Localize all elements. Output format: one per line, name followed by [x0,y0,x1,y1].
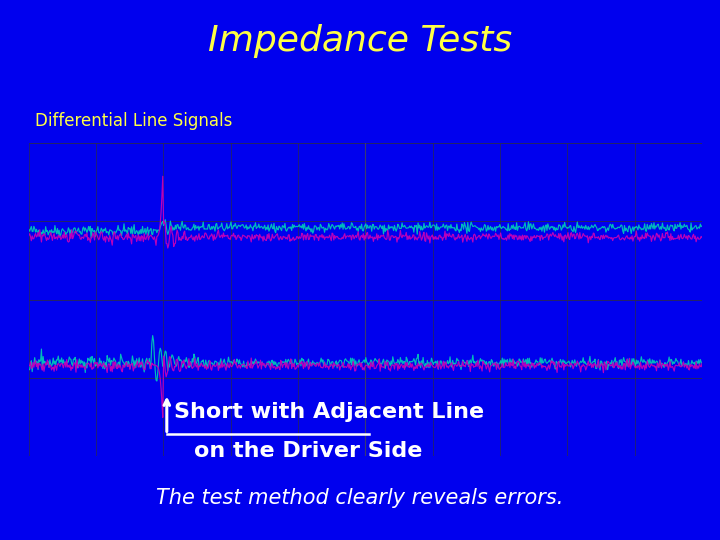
Text: The test method clearly reveals errors.: The test method clearly reveals errors. [156,488,564,508]
Text: Short with Adjacent Line: Short with Adjacent Line [174,402,484,422]
Text: Impedance Tests: Impedance Tests [208,24,512,58]
Text: on the Driver Side: on the Driver Side [194,441,422,461]
Text: Differential Line Signals: Differential Line Signals [35,112,232,130]
